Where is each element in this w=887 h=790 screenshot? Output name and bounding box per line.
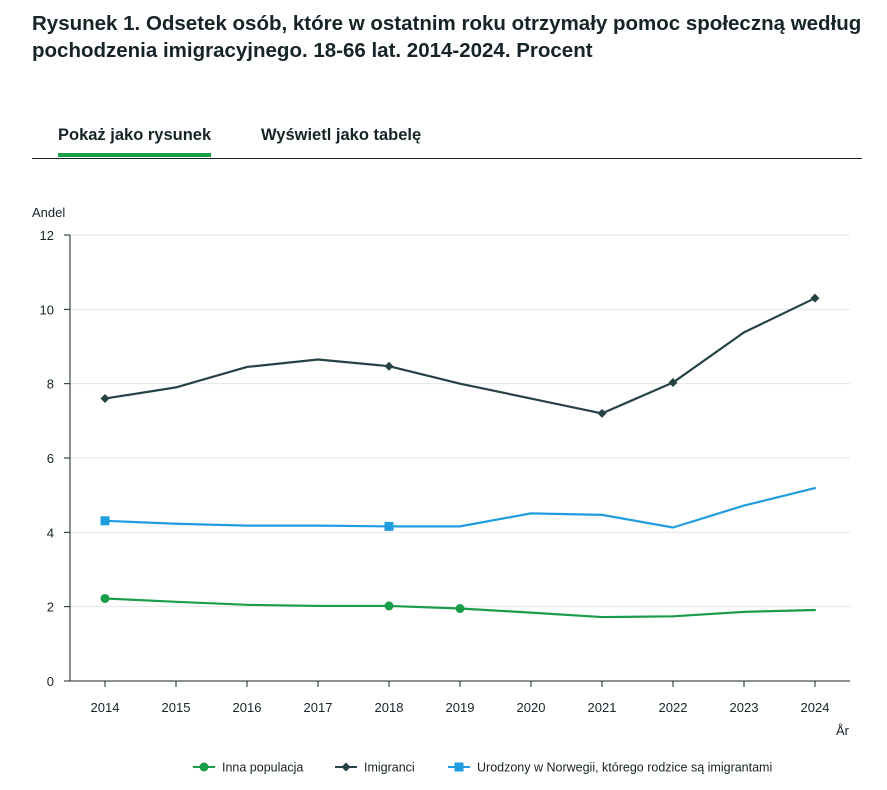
data-point-marker[interactable] [384,521,394,531]
x-tick-label: 2017 [304,700,333,715]
x-axis-label: År [836,723,850,738]
y-tick-label: 0 [47,674,54,689]
y-axis-label: Andel [32,205,65,220]
legend-marker[interactable] [454,762,464,772]
y-tick-label: 10 [40,302,54,317]
x-tick-label: 2018 [375,700,404,715]
series-line[interactable] [103,487,817,529]
data-point-marker[interactable] [100,394,110,404]
page-title: Rysunek 1. Odsetek osób, które w ostatni… [32,12,862,62]
legend-marker[interactable] [199,762,209,772]
x-tick-label: 2020 [517,700,546,715]
line-chart: 0 2 4 6 8 10 12 2014 2015 2016 2017 2018 2019 2020 202… [32,205,850,775]
legend-item[interactable]: Urodzony w Norwegii, którego rodzice są … [448,761,772,775]
gridlines [70,234,850,608]
axes: 0 2 4 6 8 10 12 2014 2015 2016 2017 2018 2019 2020 202… [40,228,850,715]
view-tabs: Pokaż jako rysunek Wyświetl jako tabelę [32,126,862,159]
y-tick-label: 6 [47,451,54,466]
y-tick-label: 8 [47,377,54,392]
data-point-marker[interactable] [455,604,465,614]
x-tick-label: 2019 [446,700,475,715]
data-point-marker[interactable] [100,593,110,603]
data-point-marker[interactable] [384,361,394,371]
x-tick-label: 2024 [801,700,830,715]
tab-show-table[interactable]: Wyświetl jako tabelę [261,126,422,144]
series [100,293,820,619]
x-tick-label: 2014 [91,700,120,715]
x-tick-label: 2016 [233,700,262,715]
legend-label: Urodzony w Norwegii, którego rodzice są … [477,761,772,775]
legend-marker[interactable] [341,762,351,772]
x-tick-label: 2022 [659,700,688,715]
series-2 [100,293,820,418]
data-point-marker[interactable] [668,378,678,388]
legend-item[interactable]: Inna populacja [193,761,303,775]
legend-label: Imigranci [364,761,415,775]
tab-show-chart[interactable]: Pokaż jako rysunek [58,126,212,157]
series-3 [100,487,817,531]
data-point-marker[interactable] [810,293,820,303]
legend-label: Inna populacja [222,761,303,775]
x-tick-label: 2023 [730,700,759,715]
x-tick-label: 2021 [588,700,617,715]
y-tick-label: 2 [47,600,54,615]
series-1 [100,593,817,619]
data-point-marker[interactable] [384,601,394,611]
legend-item[interactable]: Imigranci [335,761,415,775]
y-tick-label: 4 [47,525,54,540]
x-tick-label: 2015 [162,700,191,715]
series-line[interactable] [103,297,817,415]
data-point-marker[interactable] [100,516,110,526]
legend: Inna populacja Imigranci Urodzony w Norweg… [193,761,772,775]
y-tick-label: 12 [40,228,54,243]
data-point-marker[interactable] [597,408,607,418]
